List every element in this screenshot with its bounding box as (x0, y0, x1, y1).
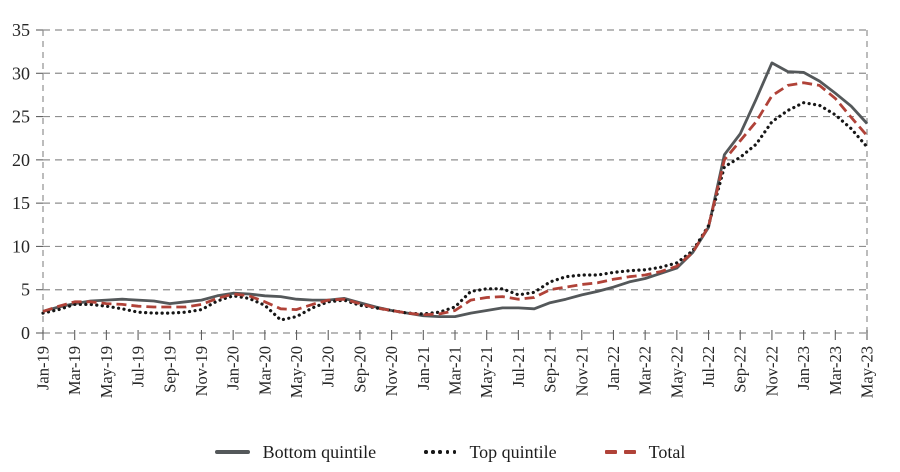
x-axis-tick-label: Jan-22 (604, 346, 623, 390)
x-axis-tick-label: Jan-20 (224, 346, 243, 390)
x-axis-tick-label: Nov-20 (382, 346, 401, 396)
dotted-line-swatch-icon (424, 450, 457, 454)
x-axis-tick-label: May-20 (287, 346, 306, 398)
y-axis-tick-label: 15 (12, 193, 30, 213)
x-axis-tick-label: Mar-20 (255, 346, 274, 395)
x-axis-tick-label: May-19 (97, 346, 116, 398)
chart-area: 0 5 10 15 20 25 30 35 Jan-19 Mar-19 May-19 Jul-19 Se… (12, 20, 877, 398)
y-axis-tick-label: 35 (12, 20, 30, 40)
y-axis-tick-label: 20 (12, 150, 30, 170)
x-axis-tick-label: Nov-21 (572, 346, 591, 396)
legend-label-top-quintile: Top quintile (469, 441, 557, 462)
chart-legend: Bottom quintile Top quintile Total (0, 437, 900, 467)
x-axis-tick-label: Nov-22 (762, 346, 781, 396)
legend-item-total: Total (604, 441, 686, 463)
x-axis-tick-label: Mar-23 (826, 346, 845, 395)
x-axis-tick-label: Jul-20 (319, 346, 338, 387)
y-axis-tick-label: 10 (12, 236, 30, 256)
legend-item-bottom-quintile: Bottom quintile (214, 441, 377, 463)
x-axis-tick-label: May-22 (667, 346, 686, 398)
x-axis-tick-label: Jan-21 (414, 346, 433, 390)
series-line-bottom-quintile (42, 61, 869, 318)
y-axis-tick-label: 30 (12, 63, 30, 83)
solid-line-swatch-icon (214, 450, 250, 454)
x-axis-tick-label: Sep-20 (350, 346, 369, 393)
y-axis-tick-label: 5 (21, 280, 30, 300)
y-axis-tick-label: 0 (21, 323, 30, 343)
legend-label-total: Total (648, 441, 686, 462)
x-axis-tick-label: Nov-19 (192, 346, 211, 396)
series-line-total (42, 81, 869, 317)
x-axis-tick-label: Sep-22 (731, 346, 750, 393)
legend-item-top-quintile: Top quintile (424, 442, 557, 463)
x-axis-tick-label: Sep-21 (541, 346, 560, 393)
x-axis-tick-label: May-23 (858, 346, 877, 398)
series-line-top-quintile (41, 101, 869, 322)
x-axis-tick-label: Sep-19 (160, 346, 179, 393)
x-axis-tick-label: Jul-22 (699, 346, 718, 387)
chart-svg: 0 5 10 15 20 25 30 35 Jan-19 Mar-19 May-19 Jul-19 Se… (12, 20, 877, 398)
x-axis-tick-label: Mar-22 (636, 346, 655, 395)
x-axis-tick-label: Jan-19 (34, 346, 53, 390)
x-axis-tick-label: Mar-21 (446, 346, 465, 395)
y-axis-tick-label: 25 (12, 107, 30, 127)
x-axis-tick-label: May-21 (477, 346, 496, 398)
x-axis-tick-label: Jul-21 (509, 346, 528, 387)
x-axis-tick-label: Mar-19 (65, 346, 84, 395)
dashed-line-swatch-icon (604, 450, 636, 454)
x-axis-tick-label: Jul-19 (129, 346, 148, 387)
x-axis-tick-label: Jan-23 (794, 346, 813, 390)
legend-label-bottom-quintile: Bottom quintile (262, 441, 377, 462)
